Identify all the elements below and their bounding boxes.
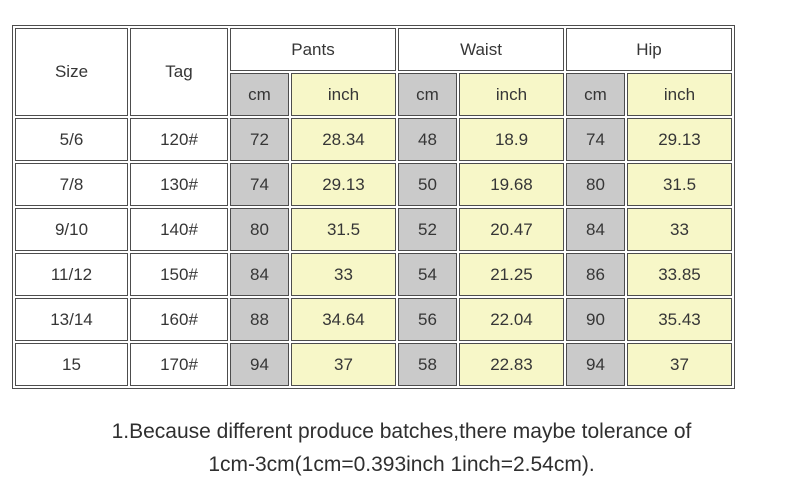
cell-pants-cm: 94 (230, 343, 289, 386)
cell-hip-cm: 90 (566, 298, 625, 341)
table-row: 13/14 160# 88 34.64 56 22.04 90 35.43 (15, 298, 732, 341)
cell-waist-cm: 54 (398, 253, 457, 296)
tolerance-note: 1.Because different produce batches,ther… (0, 415, 803, 481)
cell-pants-cm: 74 (230, 163, 289, 206)
cell-size: 7/8 (15, 163, 128, 206)
cell-pants-cm: 72 (230, 118, 289, 161)
cell-pants-cm: 84 (230, 253, 289, 296)
col-group-waist: Waist (398, 28, 564, 71)
group-header-row: Size Tag Pants Waist Hip (15, 28, 732, 116)
cell-hip-cm: 84 (566, 208, 625, 251)
cell-waist-inch: 20.47 (459, 208, 564, 251)
table-row: 9/10 140# 80 31.5 52 20.47 84 33 (15, 208, 732, 251)
col-group-pants: Pants (230, 28, 396, 71)
cell-hip-inch: 31.5 (627, 163, 732, 206)
waist-cm-header: cm (398, 73, 457, 116)
cell-tag: 170# (130, 343, 228, 386)
table-row: 15 170# 94 37 58 22.83 94 37 (15, 343, 732, 386)
hip-cm-header: cm (566, 73, 625, 116)
cell-pants-cm: 88 (230, 298, 289, 341)
cell-size: 9/10 (15, 208, 128, 251)
cell-tag: 130# (130, 163, 228, 206)
cell-waist-inch: 22.83 (459, 343, 564, 386)
waist-inch-header: inch (459, 73, 564, 116)
cell-waist-inch: 22.04 (459, 298, 564, 341)
col-group-hip: Hip (566, 28, 732, 71)
col-header-tag: Tag (130, 28, 228, 116)
cell-pants-inch: 29.13 (291, 163, 396, 206)
cell-tag: 120# (130, 118, 228, 161)
hip-inch-header: inch (627, 73, 732, 116)
table-row: 11/12 150# 84 33 54 21.25 86 33.85 (15, 253, 732, 296)
cell-size: 11/12 (15, 253, 128, 296)
size-chart-table: Size Tag Pants Waist Hip cm inch cm inch… (12, 25, 735, 389)
tolerance-note-line-2: 1cm-3cm(1cm=0.393inch 1inch=2.54cm). (208, 453, 595, 476)
tolerance-note-line-1: 1.Because different produce batches,ther… (111, 420, 692, 443)
pants-inch-header: inch (291, 73, 396, 116)
cell-hip-inch: 29.13 (627, 118, 732, 161)
cell-pants-inch: 37 (291, 343, 396, 386)
cell-pants-cm: 80 (230, 208, 289, 251)
cell-waist-cm: 48 (398, 118, 457, 161)
cell-size: 15 (15, 343, 128, 386)
cell-pants-inch: 28.34 (291, 118, 396, 161)
cell-hip-inch: 33.85 (627, 253, 732, 296)
cell-hip-cm: 80 (566, 163, 625, 206)
cell-hip-inch: 37 (627, 343, 732, 386)
cell-size: 13/14 (15, 298, 128, 341)
cell-pants-inch: 31.5 (291, 208, 396, 251)
cell-tag: 140# (130, 208, 228, 251)
cell-hip-cm: 74 (566, 118, 625, 161)
cell-waist-inch: 21.25 (459, 253, 564, 296)
cell-tag: 160# (130, 298, 228, 341)
cell-waist-cm: 52 (398, 208, 457, 251)
cell-waist-cm: 58 (398, 343, 457, 386)
cell-waist-inch: 19.68 (459, 163, 564, 206)
cell-waist-cm: 50 (398, 163, 457, 206)
cell-pants-inch: 33 (291, 253, 396, 296)
col-header-size: Size (15, 28, 128, 116)
pants-cm-header: cm (230, 73, 289, 116)
cell-waist-cm: 56 (398, 298, 457, 341)
cell-hip-inch: 35.43 (627, 298, 732, 341)
table-row: 5/6 120# 72 28.34 48 18.9 74 29.13 (15, 118, 732, 161)
cell-size: 5/6 (15, 118, 128, 161)
cell-hip-inch: 33 (627, 208, 732, 251)
cell-hip-cm: 86 (566, 253, 625, 296)
cell-tag: 150# (130, 253, 228, 296)
unit-header-row: cm inch cm inch cm inch (15, 73, 732, 116)
cell-waist-inch: 18.9 (459, 118, 564, 161)
cell-pants-inch: 34.64 (291, 298, 396, 341)
table-row: 7/8 130# 74 29.13 50 19.68 80 31.5 (15, 163, 732, 206)
cell-hip-cm: 94 (566, 343, 625, 386)
